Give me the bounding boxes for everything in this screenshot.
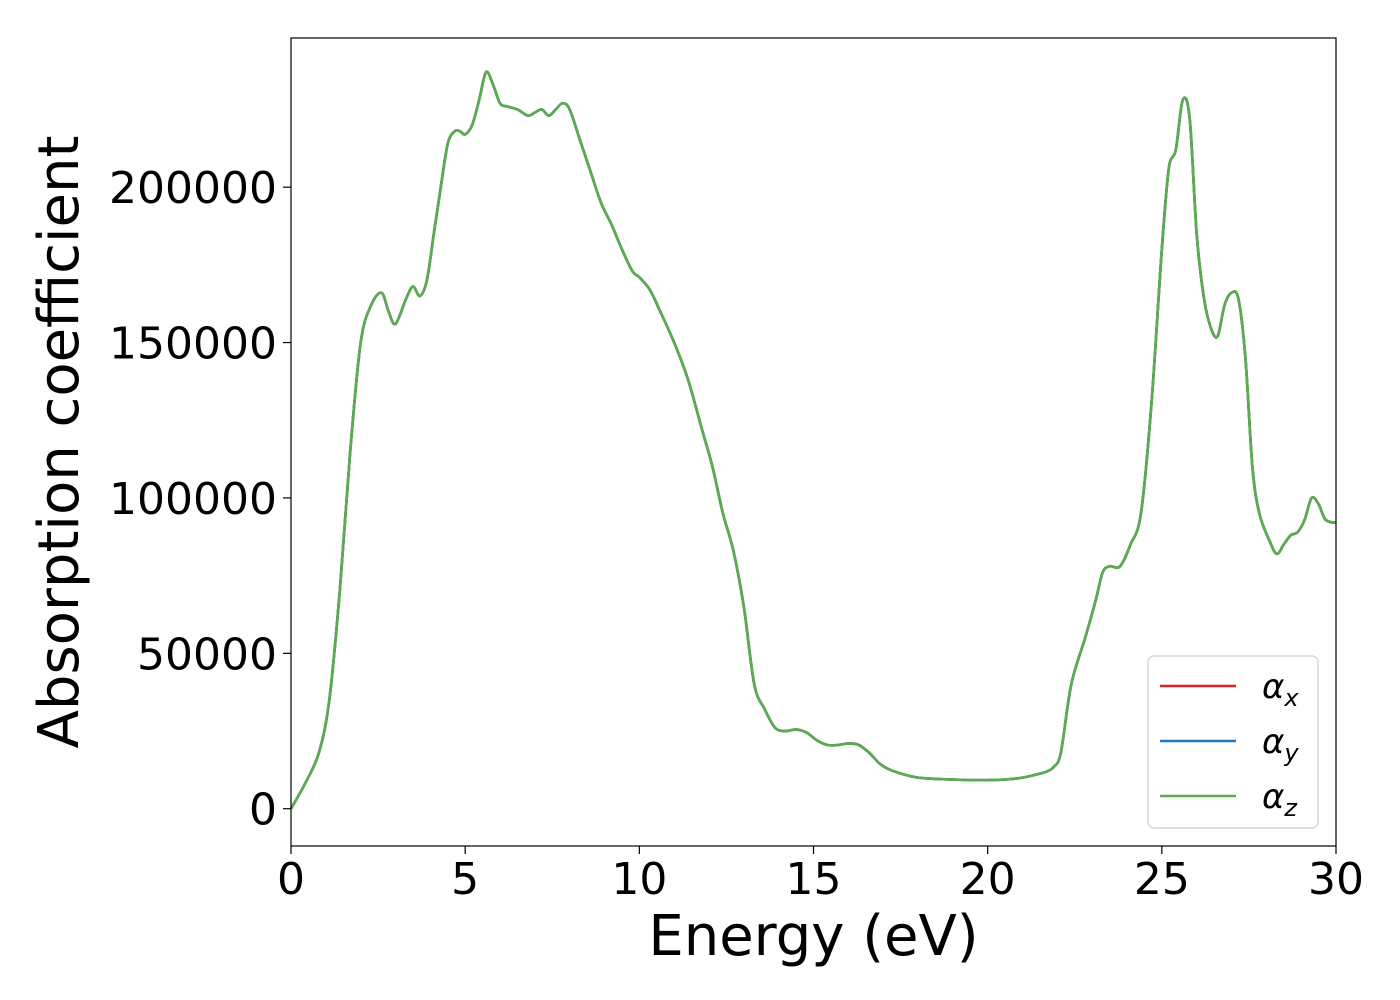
y-tick-label: 50000 [137, 629, 277, 680]
x-tick-label: 5 [451, 854, 479, 905]
legend-label-y: αy [1262, 722, 1299, 767]
y-tick-label: 150000 [109, 319, 277, 370]
x-tick-label: 10 [611, 854, 667, 905]
y-tick-label: 0 [249, 785, 277, 836]
y-axis-title: Absorption coefficient [27, 136, 92, 749]
legend-label-x: αx [1262, 667, 1299, 712]
series-line-2 [289, 70, 1337, 810]
x-tick-label: 30 [1308, 854, 1364, 905]
y-axis-ticks: 0 50000 100000 150000 200000 [109, 163, 291, 836]
x-axis-ticks: 0 5 10 15 20 25 30 [277, 846, 1364, 905]
legend-label-z: αz [1262, 777, 1298, 822]
legend: αx αy αz [1147, 655, 1319, 829]
y-tick-label: 100000 [109, 474, 277, 525]
x-tick-label: 0 [277, 854, 305, 905]
x-tick-label: 15 [786, 854, 842, 905]
x-tick-label: 25 [1134, 854, 1190, 905]
x-tick-label: 20 [960, 854, 1016, 905]
series-layer [289, 70, 1337, 810]
x-axis-title: Energy (eV) [648, 904, 978, 969]
y-tick-label: 200000 [109, 163, 277, 214]
